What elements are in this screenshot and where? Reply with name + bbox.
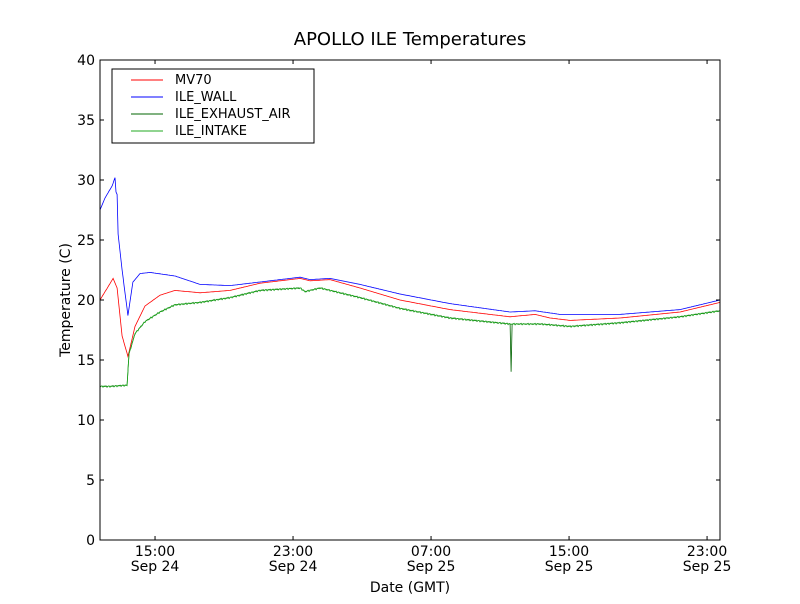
y-tick-label: 15 [77, 353, 95, 369]
x-tick-time: 15:00 [549, 544, 589, 560]
y-tick-label: 35 [77, 113, 95, 129]
legend-label: ILE_WALL [175, 90, 237, 105]
legend: MV70 ILE_WALL ILE_EXHAUST_AIR ILE_INTAKE [111, 68, 315, 144]
x-tick-date: Sep 25 [683, 559, 732, 575]
y-tick-label: 5 [86, 473, 95, 489]
x-tick-date: Sep 25 [545, 559, 594, 575]
legend-label: ILE_EXHAUST_AIR [175, 107, 291, 122]
series-line-ile-wall [99, 177, 721, 316]
plot-frame [99, 59, 721, 541]
legend-label: ILE_INTAKE [175, 124, 247, 139]
x-tick-date: Sep 25 [407, 559, 456, 575]
y-tick-label: 40 [77, 53, 95, 69]
x-tick-time: 23:00 [273, 544, 313, 560]
x-tick-time: 15:00 [135, 544, 175, 560]
y-tick-label: 25 [77, 233, 95, 249]
y-tick-label: 30 [77, 173, 95, 189]
y-tick-label: 20 [77, 293, 95, 309]
legend-label: MV70 [175, 73, 212, 88]
x-axis-label: Date (GMT) [370, 580, 450, 596]
y-tick-label: 0 [86, 533, 95, 549]
x-tick-time: 23:00 [687, 544, 727, 560]
x-tick-date: Sep 24 [269, 559, 318, 575]
plot-lines [99, 177, 721, 388]
y-axis-label: Temperature (C) [58, 243, 74, 358]
series-line-mv70 [99, 277, 721, 358]
series-line-ile-intake [99, 287, 721, 388]
chart-title: APOLLO ILE Temperatures [294, 29, 526, 50]
x-tick-time: 07:00 [411, 544, 451, 560]
x-tick-date: Sep 24 [131, 559, 180, 575]
y-tick-label: 10 [77, 413, 95, 429]
